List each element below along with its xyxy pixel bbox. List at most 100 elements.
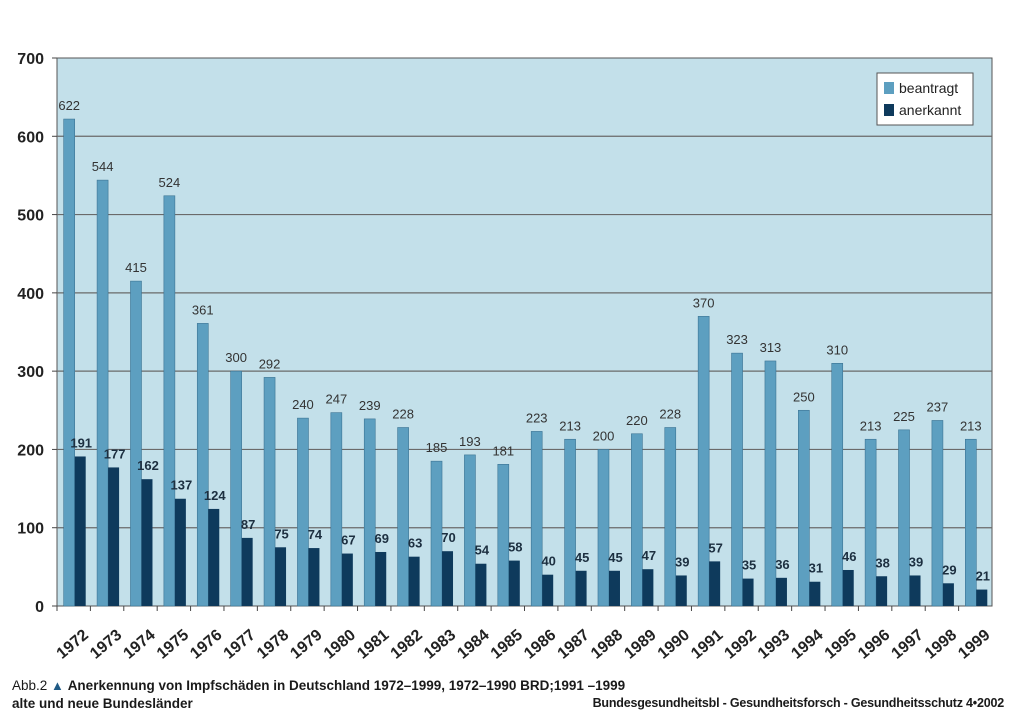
x-tick-label: 1996	[855, 627, 893, 663]
legend-swatch	[884, 82, 894, 94]
bar-anerkannt	[475, 563, 487, 606]
bar-beantragt	[731, 352, 743, 607]
data-label-beantragt: 213	[559, 418, 581, 433]
legend-label: beantragt	[899, 80, 958, 96]
data-label-beantragt: 370	[693, 295, 715, 310]
data-label-anerkannt: 162	[137, 458, 159, 473]
bar-beantragt	[330, 412, 343, 607]
x-tick-label: 1994	[788, 627, 826, 663]
y-tick-label: 300	[17, 364, 44, 381]
bar-anerkannt	[642, 569, 654, 606]
data-label-beantragt: 544	[92, 159, 114, 174]
data-label-beantragt: 213	[960, 418, 982, 433]
x-tick-label: 1972	[54, 627, 92, 663]
bar-anerkannt	[74, 456, 86, 606]
bar-anerkannt	[842, 569, 854, 606]
data-label-beantragt: 361	[192, 302, 214, 317]
data-label-anerkannt: 69	[374, 531, 388, 546]
bar-anerkannt	[876, 576, 888, 606]
data-label-anerkannt: 54	[475, 543, 490, 558]
data-label-beantragt: 223	[526, 410, 548, 425]
bar-beantragt	[664, 427, 677, 607]
x-tick-label: 1981	[354, 627, 392, 663]
x-tick-label: 1979	[287, 627, 325, 663]
bar-anerkannt	[442, 551, 454, 606]
x-tick-label: 1973	[87, 627, 125, 663]
figure-caption: Abb.2 ▲ Anerkennung von Impfschäden in D…	[12, 677, 652, 713]
x-tick-label: 1992	[722, 627, 760, 663]
figure-label: Abb.2	[12, 678, 48, 693]
bar-anerkannt	[742, 578, 754, 606]
bar-beantragt	[230, 370, 242, 607]
data-label-anerkannt: 74	[308, 527, 323, 542]
y-tick-label: 0	[35, 599, 44, 616]
bar-anerkannt	[174, 498, 186, 606]
y-tick-label: 100	[17, 521, 44, 538]
bar-anerkannt	[408, 556, 420, 606]
bar-beantragt	[931, 420, 944, 607]
x-tick-label: 1988	[588, 627, 626, 663]
bar-anerkannt	[141, 479, 153, 606]
data-label-anerkannt: 57	[708, 540, 722, 555]
data-label-anerkannt: 67	[341, 533, 355, 548]
y-tick-label: 400	[17, 286, 44, 303]
x-tick-label: 1976	[187, 627, 225, 663]
data-label-anerkannt: 29	[942, 562, 956, 577]
bar-beantragt	[864, 438, 877, 607]
data-label-anerkannt: 63	[408, 536, 422, 551]
bar-beantragt	[397, 427, 409, 607]
x-tick-label: 1990	[655, 627, 693, 663]
x-tick-label: 1974	[120, 627, 158, 663]
data-label-anerkannt: 40	[541, 554, 555, 569]
bar-anerkannt	[341, 553, 353, 606]
x-tick-label: 1982	[388, 627, 426, 663]
data-label-anerkannt: 45	[575, 550, 589, 565]
bar-beantragt	[430, 460, 443, 607]
data-label-anerkannt: 36	[775, 557, 789, 572]
bar-beantragt	[764, 360, 777, 607]
bar-beantragt	[697, 316, 710, 607]
x-tick-label: 1978	[254, 627, 292, 663]
x-tick-label: 1985	[488, 627, 526, 663]
data-label-anerkannt: 21	[976, 569, 990, 584]
data-label-beantragt: 415	[125, 260, 147, 275]
data-label-beantragt: 239	[359, 398, 381, 413]
bar-beantragt	[297, 417, 309, 607]
bar-beantragt	[530, 431, 543, 607]
data-label-anerkannt: 137	[171, 478, 193, 493]
data-label-beantragt: 247	[325, 392, 347, 407]
data-label-beantragt: 225	[893, 409, 915, 424]
data-label-anerkannt: 58	[508, 540, 522, 555]
y-tick-label: 500	[17, 208, 44, 225]
data-label-anerkannt: 47	[642, 548, 656, 563]
data-label-beantragt: 250	[793, 389, 815, 404]
bar-anerkannt	[508, 560, 520, 606]
x-tick-label: 1975	[154, 627, 192, 663]
data-label-beantragt: 292	[259, 356, 281, 371]
x-tick-label: 1999	[955, 627, 993, 663]
bar-chart: 0 100 200 300 400 500 600 700 622 191 1972 544 177 19…	[17, 51, 993, 663]
legend-swatch	[884, 104, 894, 116]
x-tick-label: 1995	[822, 627, 860, 663]
data-label-beantragt: 220	[626, 413, 648, 428]
bar-anerkannt	[275, 547, 287, 606]
x-tick-label: 1980	[321, 627, 359, 663]
data-label-beantragt: 524	[159, 175, 181, 190]
bar-beantragt	[63, 118, 75, 607]
data-label-anerkannt: 124	[204, 488, 226, 503]
bar-beantragt	[363, 418, 376, 607]
data-label-beantragt: 200	[593, 428, 615, 443]
data-label-beantragt: 181	[492, 443, 514, 458]
bar-beantragt	[497, 464, 510, 607]
data-label-beantragt: 213	[860, 418, 882, 433]
bar-anerkannt	[976, 589, 988, 606]
data-label-beantragt: 622	[58, 98, 80, 113]
data-label-anerkannt: 191	[70, 435, 92, 450]
bar-anerkannt	[375, 551, 387, 606]
source-citation: Bundesgesundheitsbl - Gesundheitsforsch …	[592, 696, 1005, 710]
x-tick-label: 1998	[922, 627, 960, 663]
bar-beantragt	[965, 438, 977, 607]
data-label-beantragt: 240	[292, 397, 314, 412]
data-label-anerkannt: 87	[241, 517, 255, 532]
data-label-beantragt: 323	[726, 332, 748, 347]
